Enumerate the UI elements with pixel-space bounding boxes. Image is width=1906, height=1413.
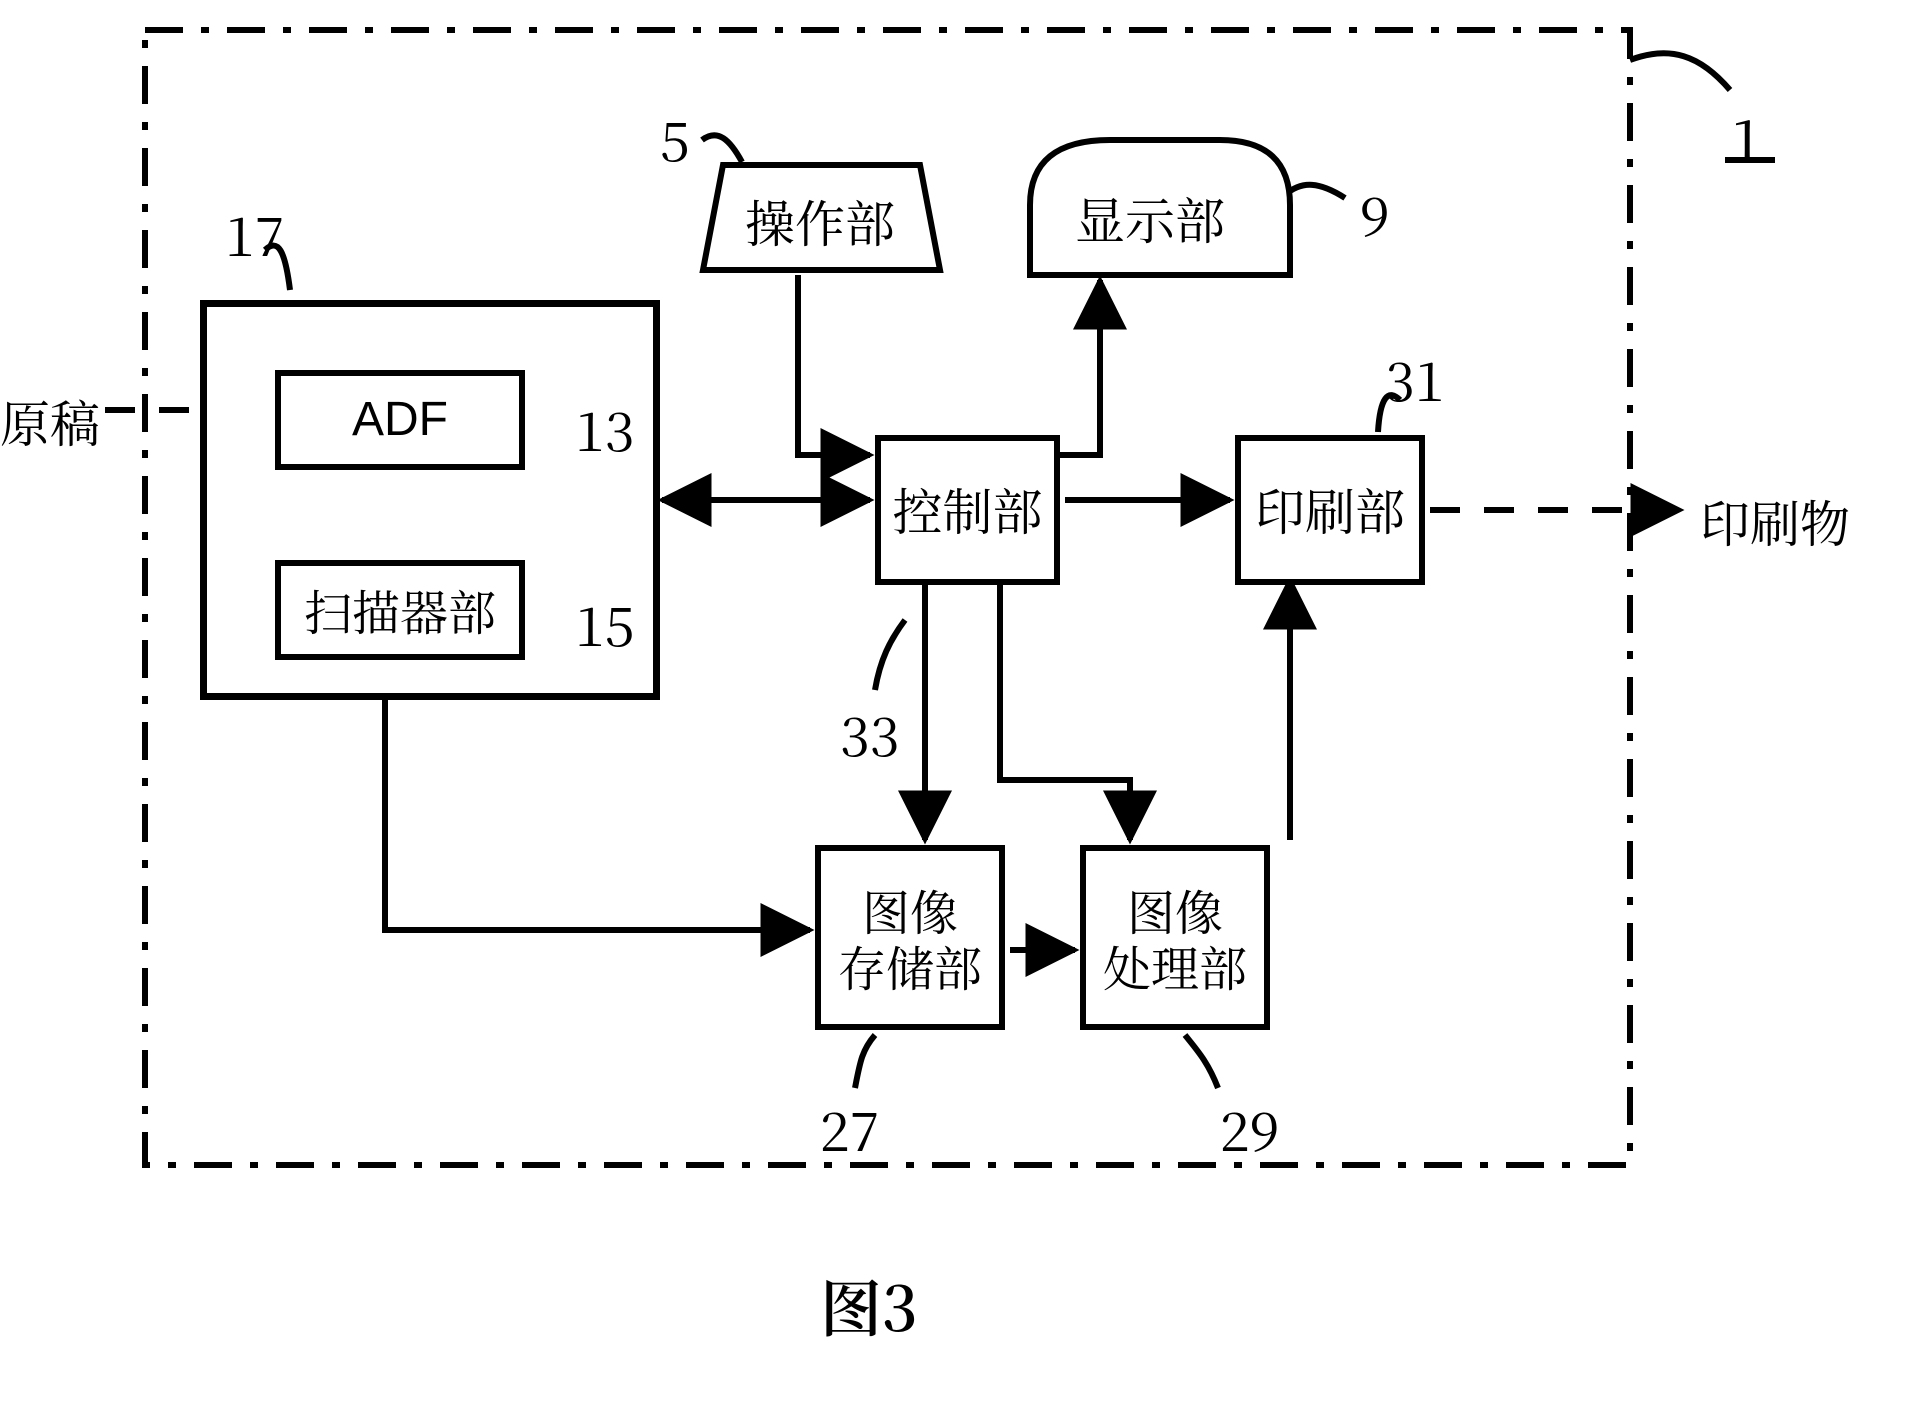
printer-label: 印刷部 [1255,481,1405,539]
display-shape [0,0,1906,1413]
ref-33: 33 [840,695,899,772]
ref-31: 31 [1385,340,1444,417]
external-input-label: 原稿 [0,385,100,457]
scanner-box: 扫描器部 [275,560,525,660]
operation-label: 操作部 [745,185,895,257]
ref-27: 27 [820,1090,879,1167]
display-label: 显示部 [1075,182,1225,254]
img-store-label: 图像 存储部 [838,882,982,992]
ref-29: 29 [1220,1090,1279,1167]
control-label: 控制部 [893,481,1043,539]
diagram-stage: 操作部 显示部 ADF 扫描器部 控制部 印刷部 图像 存储部 图像 处理部 原… [0,0,1906,1413]
img-proc-box: 图像 处理部 [1080,845,1270,1030]
ref-13: 13 [575,390,634,467]
adf-box: ADF [275,370,525,470]
operation-shape [0,0,1906,1413]
scanner-label: 扫描器部 [304,582,496,637]
ref-system: 1 [1730,95,1763,181]
ref-17: 17 [225,195,284,272]
adf-label: ADF [352,392,448,447]
printer-box: 印刷部 [1235,435,1425,585]
ref-9: 9 [1360,175,1390,252]
external-output-label: 印刷物 [1700,485,1850,557]
ref-5: 5 [660,100,690,177]
img-store-box: 图像 存储部 [815,845,1005,1030]
arrows-layer [0,0,1906,1413]
control-box: 控制部 [875,435,1060,585]
figure-title: 图3 [820,1260,918,1349]
img-proc-label: 图像 处理部 [1103,882,1247,992]
boundary-layer [0,0,1906,1413]
ref-15: 15 [575,585,634,662]
